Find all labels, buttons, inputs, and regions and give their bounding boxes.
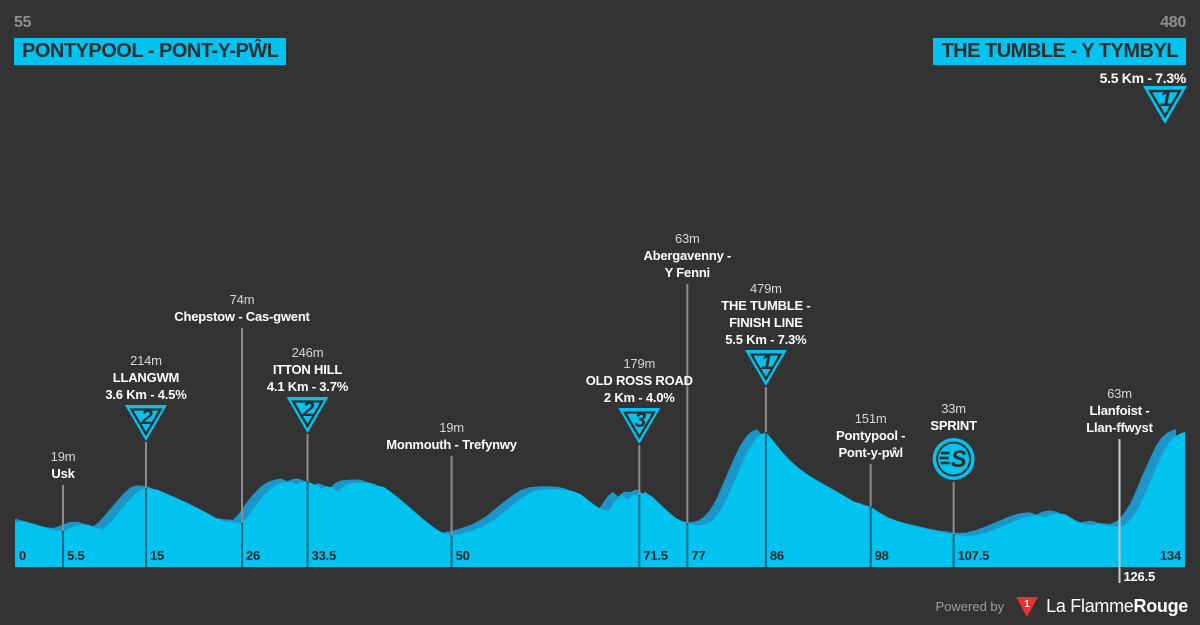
marker-elevation: 479m	[750, 281, 782, 296]
finish-elevation: 480	[1160, 14, 1186, 31]
category-2-triangle-icon: 2	[286, 397, 329, 433]
marker-elevation: 74m	[229, 292, 255, 307]
axis-tick-98: 98	[874, 548, 889, 563]
start-title: PONTYPOOL - PONT-Y-PŴL	[14, 38, 287, 65]
svg-text:1: 1	[1024, 599, 1030, 610]
axis-tick-77: 77	[691, 548, 706, 563]
marker-name: Llan-ffwyst	[1086, 420, 1153, 435]
svg-text:2: 2	[302, 398, 315, 421]
marker-name: Llanfoist -	[1089, 403, 1150, 418]
svg-text:3: 3	[634, 409, 646, 432]
marker-old-ross-road: 179m OLD ROSS ROAD 2 Km - 4.0%	[534, 355, 744, 406]
svg-text:1: 1	[1160, 86, 1172, 111]
category-3-triangle-icon: 3	[618, 408, 661, 444]
marker-name: Monmouth - Trefynwy	[386, 437, 517, 452]
category-1-triangle-icon: 1	[1143, 86, 1187, 124]
finish-climb-stats: 5.5 Km - 7.3%	[1099, 70, 1187, 86]
footer-branding: Powered by 1 La FlammeRouge	[936, 596, 1188, 617]
brand-name: La FlammeRouge	[1046, 596, 1188, 617]
axis-tick-71.5: 71.5	[643, 548, 668, 563]
category-2-triangle-icon: 2	[124, 405, 167, 441]
axis-tick-0: 0	[19, 548, 27, 563]
marker-the-tumble: 479m THE TUMBLE - FINISH LINE 5.5 Km - 7.3%	[661, 280, 871, 348]
marker-elevation: 63m	[674, 231, 700, 246]
axis-tick-15: 15	[149, 548, 165, 563]
marker-name: THE TUMBLE -	[721, 298, 811, 313]
axis-tick-86: 86	[769, 548, 784, 563]
marker-elevation: 246m	[291, 345, 324, 360]
marker-monmouth-trefynwy: 19m Monmouth - Trefynwy	[347, 419, 557, 453]
marker-elevation: 151m	[854, 411, 887, 426]
marker-name: SPRINT	[930, 418, 977, 433]
marker-elevation: 63m	[1107, 386, 1132, 401]
sprint-icon: S	[932, 438, 975, 480]
axis-tick-126.5: 126.5	[1123, 569, 1156, 584]
marker-elevation: 179m	[623, 356, 656, 371]
marker-elevation: 214m	[130, 353, 162, 368]
marker-llangwm: 214m LLANGWM 3.6 Km - 4.5%	[41, 352, 251, 403]
marker-name: FINISH LINE	[729, 315, 803, 330]
start-elevation: 55	[14, 14, 32, 31]
svg-text:1: 1	[761, 351, 773, 374]
axis-tick-107.5: 107.5	[957, 548, 990, 563]
finish-title: THE TUMBLE - Y TYMBYL	[933, 38, 1186, 65]
axis-tick-5.5: 5.5	[67, 548, 85, 563]
marker-pontypool: 151m Pontypool - Pont-y-pŵl	[766, 410, 976, 461]
marker-climb-stats: 5.5 Km - 7.3%	[725, 332, 807, 347]
powered-by-label: Powered by	[935, 599, 1005, 614]
marker-abergavenny: 63m Abergavenny - Y Fenni	[582, 230, 792, 281]
axis-tick-50: 50	[455, 548, 470, 563]
brand-first: La Flamme	[1046, 596, 1134, 616]
axis-tick-33.5: 33.5	[311, 548, 337, 563]
marker-name: Chepstow - Cas-gwent	[174, 309, 310, 324]
marker-name: Y Fenni	[664, 265, 711, 280]
marker-name: ITTON HILL	[272, 362, 343, 377]
marker-elevation: 19m	[439, 420, 464, 435]
axis-tick-26: 26	[246, 548, 261, 563]
marker-elevation: 33m	[941, 401, 966, 416]
marker-name: OLD ROSS ROAD	[585, 373, 693, 388]
marker-chepstow-cas-gwent: 74m Chepstow - Cas-gwent	[137, 291, 347, 325]
marker-itton-hill: 246m ITTON HILL 4.1 Km - 3.7%	[203, 344, 413, 395]
marker-name: Abergavenny -	[643, 248, 732, 263]
marker-elevation: 19m	[50, 449, 76, 464]
marker-name: Pont-y-pŵl	[838, 445, 903, 460]
svg-text:S: S	[951, 446, 967, 473]
laflammerouge-logo-icon: 1	[1016, 596, 1039, 617]
profile-area	[15, 432, 1185, 567]
marker-climb-stats: 3.6 Km - 4.5%	[105, 387, 187, 402]
marker-name: Pontypool -	[836, 428, 906, 443]
category-1-triangle-icon: 1	[744, 350, 787, 386]
marker-llanfoist: 63m Llanfoist - Llan-ffwyst	[1015, 385, 1200, 436]
marker-climb-stats: 2 Km - 4.0%	[603, 390, 675, 405]
svg-text:2: 2	[140, 406, 153, 429]
marker-name: LLANGWM	[112, 370, 180, 385]
marker-name: Usk	[51, 466, 75, 481]
axis-tick-134: 134	[1159, 548, 1181, 563]
marker-sprint: 33m SPRINT	[849, 400, 1059, 434]
brand-second: Rouge	[1133, 596, 1189, 616]
marker-usk: 19m Usk	[0, 448, 168, 482]
marker-climb-stats: 4.1 Km - 3.7%	[266, 379, 349, 394]
